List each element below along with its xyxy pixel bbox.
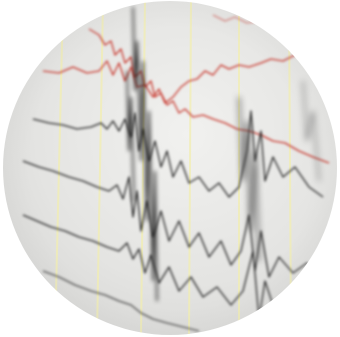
black-traces: [22, 110, 324, 332]
red-trace-faint: [212, 14, 276, 26]
spike-cluster: [126, 6, 158, 302]
right-spikes: [238, 80, 320, 262]
grid-lines: [54, 1, 292, 335]
circular-photo: [3, 1, 337, 335]
black-trace-2: [22, 160, 324, 278]
black-trace-4: [42, 270, 200, 332]
spike-secondary: [126, 70, 135, 202]
red-trace-top: [88, 28, 330, 164]
red-traces: [42, 14, 330, 164]
red-trace-middle: [42, 46, 324, 104]
black-trace-1: [32, 110, 324, 198]
seismogram-graphic: [22, 1, 330, 335]
spike-main: [132, 6, 158, 302]
black-trace-3: [22, 214, 304, 320]
